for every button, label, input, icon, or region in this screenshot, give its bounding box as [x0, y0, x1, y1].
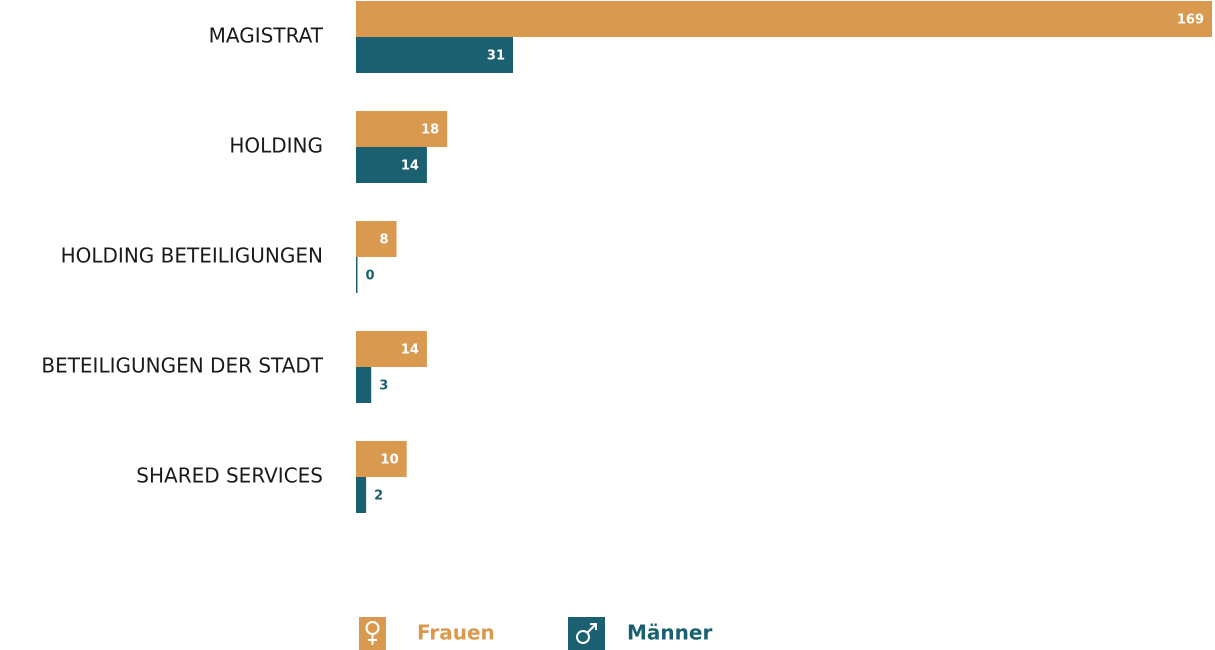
- bar: [356, 111, 448, 147]
- value-label: 169: [1177, 13, 1204, 28]
- bar: [356, 37, 514, 73]
- value-label: 2: [374, 489, 383, 504]
- bar: [356, 147, 427, 183]
- bar: [356, 1, 1212, 37]
- bar: [356, 441, 407, 477]
- category-label: SHARED SERVICES: [136, 464, 323, 488]
- legend-icon-female: [359, 617, 386, 650]
- value-label: 3: [379, 379, 388, 394]
- value-label: 14: [401, 343, 419, 358]
- value-label: 10: [381, 453, 399, 468]
- bar: [356, 477, 367, 513]
- category-label: MAGISTRAT: [209, 24, 324, 48]
- legend-label: Männer: [627, 621, 712, 645]
- bar: [356, 221, 397, 257]
- legend-icon-male: [568, 617, 605, 650]
- legend-label: Frauen: [417, 621, 495, 645]
- value-label: 0: [366, 269, 375, 284]
- value-label: 14: [401, 159, 419, 174]
- category-label: HOLDING BETEILIGUNGEN: [61, 244, 323, 268]
- category-label: HOLDING: [229, 134, 323, 158]
- value-label: 18: [421, 123, 439, 138]
- category-label: BETEILIGUNGEN DER STADT: [41, 354, 323, 378]
- value-label: 8: [379, 233, 388, 248]
- bar: [356, 257, 358, 293]
- value-label: 31: [487, 49, 505, 64]
- bar: [356, 331, 427, 367]
- bar: [356, 367, 372, 403]
